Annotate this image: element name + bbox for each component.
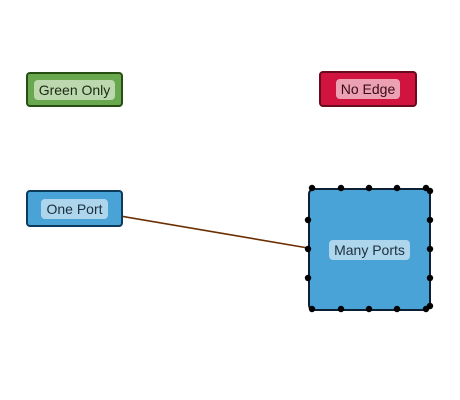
port-dot[interactable] — [308, 305, 316, 313]
node-green-only[interactable]: Green Only — [26, 72, 123, 107]
port-dot[interactable] — [365, 184, 373, 192]
port-dot[interactable] — [304, 216, 312, 224]
port-dot[interactable] — [304, 245, 312, 253]
port-dot[interactable] — [393, 305, 401, 313]
port-dot[interactable] — [426, 216, 434, 224]
node-label-one-port: One Port — [41, 198, 108, 219]
port-dot[interactable] — [393, 184, 401, 192]
node-many-ports[interactable]: Many Ports — [308, 188, 431, 311]
port-dot[interactable] — [426, 187, 434, 195]
node-one-port[interactable]: One Port — [26, 190, 123, 227]
node-label-green-only: Green Only — [33, 79, 116, 100]
node-label-no-edge: No Edge — [335, 79, 401, 99]
port-dot[interactable] — [426, 274, 434, 282]
port-dot[interactable] — [426, 245, 434, 253]
port-dot[interactable] — [426, 302, 434, 310]
node-no-edge[interactable]: No Edge — [319, 71, 417, 107]
port-dot[interactable] — [337, 305, 345, 313]
port-dot[interactable] — [337, 184, 345, 192]
port-dot[interactable] — [304, 274, 312, 282]
port-dot[interactable] — [365, 305, 373, 313]
node-label-many-ports: Many Ports — [329, 239, 410, 260]
port-dot[interactable] — [308, 184, 316, 192]
